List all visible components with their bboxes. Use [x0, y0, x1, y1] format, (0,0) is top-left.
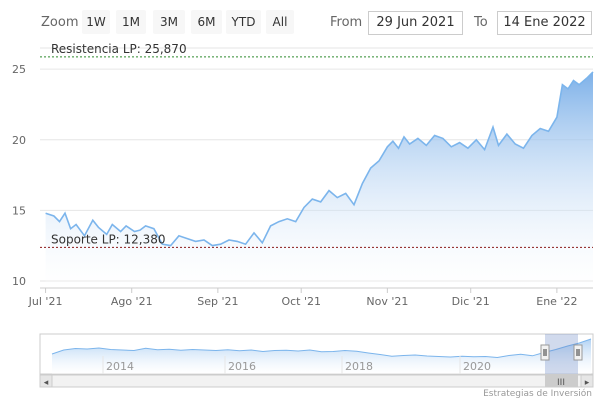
- scroll-left-icon: ◂: [44, 378, 49, 388]
- x-tick-label: Ago '21: [111, 295, 153, 308]
- support-label: Soporte LP: 12,380: [51, 232, 166, 246]
- zoom-3m-button[interactable]: 3M: [153, 10, 185, 34]
- price-area-fill: [45, 72, 594, 288]
- scrollbar-track: [39, 374, 594, 388]
- y-tick-label: 15: [12, 204, 26, 217]
- from-date-input[interactable]: 29 Jun 2021: [368, 11, 463, 35]
- scroll-right-button: [580, 374, 594, 388]
- navigator-year-label: 2014: [106, 360, 134, 373]
- navigator-left-handle: [540, 344, 550, 361]
- navigator-year-label: 2020: [463, 360, 491, 373]
- x-tick-label: Nov '21: [366, 295, 408, 308]
- scroll-right-icon: ▸: [585, 378, 590, 388]
- from-label: From: [330, 15, 363, 30]
- chart-credits[interactable]: Estrategias de Inversión: [483, 389, 592, 399]
- zoom-1m-button[interactable]: 1M: [116, 10, 146, 34]
- navigator-line: [51, 338, 592, 359]
- x-tick-label: Sep '21: [197, 295, 238, 308]
- navigator-year-label: 2018: [345, 360, 373, 373]
- to-date-input[interactable]: 14 Ene 2022: [497, 11, 592, 35]
- navigator-area: [52, 339, 591, 374]
- x-tick-label: Oct '21: [281, 295, 321, 308]
- navigator-year-label: 2016: [228, 360, 256, 373]
- zoom-6m-button[interactable]: 6M: [191, 10, 222, 34]
- zoom-label: Zoom: [41, 15, 79, 30]
- x-tick-label: Ene '22: [536, 295, 577, 308]
- navigator-right-handle: [573, 344, 583, 361]
- zoom-all-button[interactable]: All: [266, 10, 294, 34]
- x-tick-label: Dic '21: [452, 295, 490, 308]
- scrollbar-grip-icon: III: [557, 378, 565, 388]
- navigator-frame: [39, 333, 594, 375]
- to-label: To: [474, 15, 488, 30]
- scrollbar-thumb: [545, 375, 578, 387]
- range-selector-toolbar: Zoom 1W 1M 3M 6M YTD All From 29 Jun 202…: [0, 0, 600, 44]
- y-tick-label: 20: [12, 134, 26, 147]
- navigator-selection: [545, 334, 578, 374]
- price-line: [45, 71, 594, 247]
- y-tick-label: 25: [12, 63, 26, 76]
- y-tick-label: 10: [12, 275, 26, 288]
- scroll-left-button: [39, 374, 53, 388]
- zoom-ytd-button[interactable]: YTD: [226, 10, 261, 34]
- zoom-1w-button[interactable]: 1W: [82, 10, 110, 34]
- x-tick-label: Jul '21: [28, 295, 63, 308]
